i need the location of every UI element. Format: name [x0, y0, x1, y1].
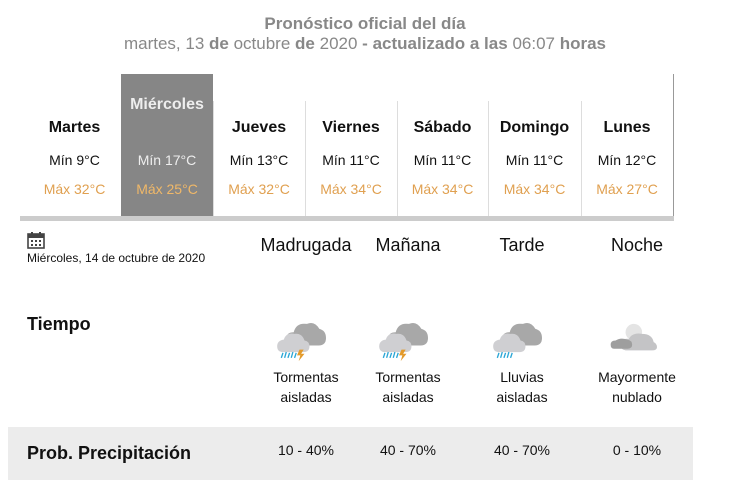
page-subtitle: martes, 13 de octubre de 2020 - actualiz…	[123, 34, 607, 53]
page-title: Pronóstico oficial del día	[264, 14, 466, 33]
mostly-cloudy-night-icon	[610, 323, 657, 351]
max-temp: Máx 27°C	[596, 181, 658, 197]
max-temp: Máx 25°C	[136, 181, 198, 197]
weather-description: Mayormente nublado	[598, 369, 676, 405]
period-2: Tarde	[499, 235, 545, 255]
day-name: Sábado	[413, 119, 472, 136]
precip-value: 0 - 10%	[612, 442, 662, 458]
selected-date: Miércoles, 14 de octubre de 2020	[27, 251, 206, 265]
day-name: Miércoles	[130, 96, 204, 113]
max-temp: Máx 34°C	[320, 181, 382, 197]
weather-description: Lluvias aisladas	[496, 369, 548, 405]
divider	[397, 101, 398, 216]
day-tab-4[interactable]: Sábado Mín 11°C Máx 34°C	[397, 74, 488, 216]
weather-description: Tormentas aisladas	[273, 369, 339, 405]
min-temp: Mín 11°C	[505, 152, 564, 168]
day-tab-2[interactable]: Jueves Mín 13°C Máx 32°C	[213, 74, 305, 216]
day-tab-3[interactable]: Viernes Mín 11°C Máx 34°C	[305, 74, 397, 216]
precipitation-row	[8, 427, 693, 480]
day-name: Domingo	[499, 119, 570, 136]
divider	[581, 101, 582, 216]
max-temp: Máx 32°C	[43, 181, 106, 197]
precip-value: 40 - 70%	[493, 442, 551, 458]
day-name: Viernes	[322, 119, 380, 136]
day-name: Martes	[48, 119, 101, 136]
min-temp: Mín 17°C	[137, 152, 197, 168]
calendar-icon	[27, 232, 45, 249]
divider	[213, 101, 214, 216]
min-temp: Mín 13°C	[229, 152, 289, 168]
divider	[488, 101, 489, 216]
min-temp: Mín 9°C	[49, 152, 100, 168]
max-temp: Máx 34°C	[503, 181, 566, 197]
weather-description: Tormentas aisladas	[375, 369, 441, 405]
day-tab-6[interactable]: Lunes Mín 12°C Máx 27°C	[581, 74, 673, 216]
tiempo-label: Tiempo	[27, 314, 91, 334]
storm-icon	[277, 322, 326, 362]
period-3: Noche	[610, 235, 664, 255]
divider	[305, 101, 306, 216]
day-name: Lunes	[603, 119, 651, 136]
divider	[20, 216, 674, 221]
period-0: Madrugada	[260, 235, 352, 255]
storm-icon	[379, 322, 428, 362]
precip-value: 10 - 40%	[277, 442, 335, 458]
divider	[673, 74, 674, 216]
min-temp: Mín 11°C	[413, 152, 472, 168]
min-temp: Mín 11°C	[322, 152, 380, 168]
precipitation-label: Prob. Precipitación	[27, 443, 192, 463]
day-name: Jueves	[231, 119, 287, 136]
rain-icon	[493, 322, 542, 359]
precip-value: 40 - 70%	[379, 442, 437, 458]
day-tab-5[interactable]: Domingo Mín 11°C Máx 34°C	[488, 74, 581, 216]
max-temp: Máx 34°C	[411, 181, 474, 197]
period-1: Mañana	[375, 235, 441, 255]
max-temp: Máx 32°C	[228, 181, 290, 197]
min-temp: Mín 12°C	[597, 152, 657, 168]
day-tab-1[interactable]: Miércoles Mín 17°C Máx 25°C	[121, 74, 213, 216]
day-tab-0[interactable]: Martes Mín 9°C Máx 32°C	[28, 74, 121, 216]
